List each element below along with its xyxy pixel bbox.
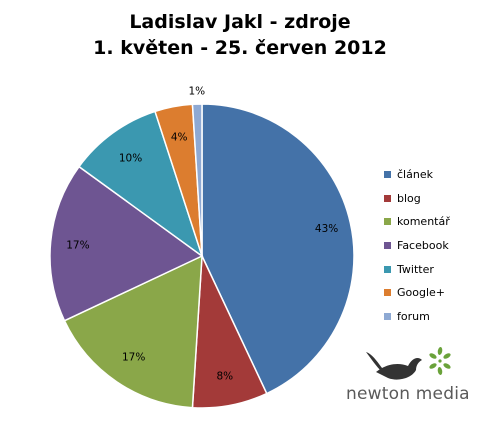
legend-label-0: článek	[397, 168, 433, 182]
data-label-3: 17%	[66, 239, 89, 251]
legend-item-0: článek	[384, 163, 450, 187]
legend-label-5: Google+	[397, 286, 446, 300]
data-label-1: 8%	[216, 370, 233, 382]
legend-item-4: Twitter	[384, 257, 450, 281]
legend-swatch-2	[384, 218, 391, 226]
pie-slice-6	[191, 103, 203, 257]
logo-text: newton media	[346, 384, 470, 404]
legend-item-3: Facebook	[384, 234, 450, 258]
legend-label-1: blog	[397, 191, 421, 205]
legend-label-2: komentář	[397, 215, 450, 229]
pie-slice-0	[201, 103, 355, 395]
legend-item-1: blog	[384, 187, 450, 211]
legend-item-6: forum	[384, 305, 450, 329]
legend-label-3: Facebook	[397, 239, 449, 253]
legend-label-4: Twitter	[397, 262, 434, 276]
newton-media-logo: newton media	[346, 344, 474, 404]
legend-swatch-6	[384, 312, 391, 320]
legend-swatch-3	[384, 242, 391, 250]
legend-item-2: komentář	[384, 210, 450, 234]
pie-slice-4	[77, 110, 204, 258]
data-label-2: 17%	[122, 352, 145, 364]
legend-swatch-4	[384, 265, 391, 273]
legend-label-6: forum	[397, 309, 430, 323]
pie-slice-2	[63, 254, 203, 409]
data-label-6: 1%	[188, 85, 205, 97]
legend-swatch-5	[384, 289, 391, 297]
legend-swatch-0	[384, 171, 391, 179]
legend-swatch-1	[384, 194, 391, 202]
bird-with-leaves-icon	[366, 347, 451, 380]
chart-subtitle: 1. květen - 25. červen 2012	[93, 37, 387, 59]
data-label-4: 10%	[119, 153, 142, 165]
data-label-0: 43%	[315, 223, 338, 235]
chart-legend: článek blog komentář Facebook Twitter Google+…	[384, 163, 450, 328]
legend-item-5: Google+	[384, 281, 450, 305]
chart-title: Ladislav Jakl - zdroje	[129, 11, 351, 33]
data-label-5: 4%	[171, 132, 188, 144]
pie-slice-3	[49, 165, 204, 322]
